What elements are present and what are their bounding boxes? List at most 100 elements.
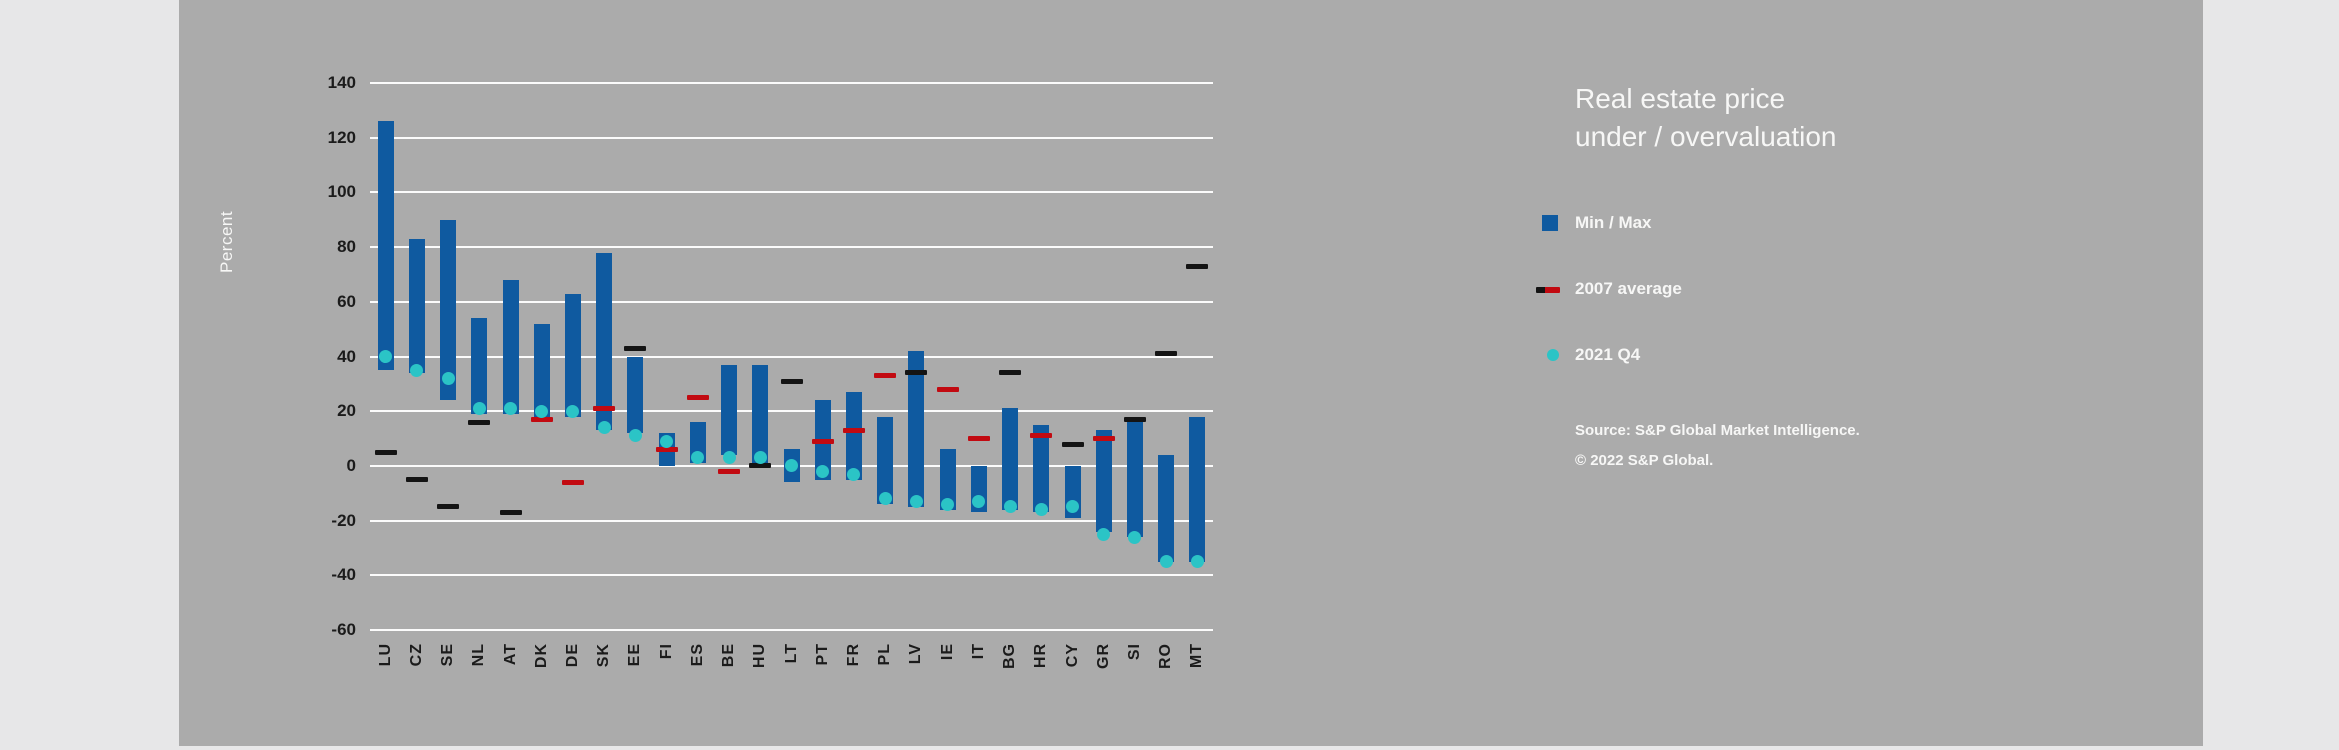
x-tick-label-DE: DE [563,643,581,668]
minmax-bar-EE [627,356,644,434]
avg-2007-dash-FR [842,427,865,433]
x-tick-label-FI: FI [657,643,675,660]
x-tick-label-SK: SK [595,643,613,668]
legend-label-minmax: Min / Max [1575,213,1652,232]
avg-2007-dash-IE [936,386,959,392]
y-tick-label: 140 [327,73,356,92]
y-tick-label: 40 [337,346,356,366]
minmax-bar-FR [845,392,862,480]
y-tick-label: 100 [327,182,356,202]
source-line2: © 2022 S&P Global. [1575,452,1714,469]
x-tick-label-RO: RO [1157,643,1175,669]
q4-2021-dot-LT [785,459,798,473]
minmax-bar-SI [1126,422,1143,537]
avg-2007-dash-PL [874,373,897,379]
q4-2021-dot-AT [504,401,517,415]
q4-2021-dot-PL [878,492,892,506]
x-tick-label-FR: FR [844,643,862,667]
q4-2021-dot-IT [972,494,986,508]
avg-2007-dash-BG [999,370,1022,376]
q4-2021-dot-HU [753,451,767,465]
minmax-bar-DK [533,323,550,420]
x-tick-label-PL: PL [876,643,894,666]
avg-2007-dash-RO [1155,351,1178,357]
minmax-bar-BE [721,364,738,455]
q4-2021-dot-CY [1066,500,1079,514]
avg-2007-dash-ES [686,395,709,401]
plot-area [370,82,1213,631]
x-tick-label-EE: EE [626,643,644,667]
avg-2007-dash-NL [468,419,491,425]
y-tick-label: 120 [327,127,356,147]
gridline [370,629,1213,631]
q4-2021-dot-EE [628,429,642,443]
minmax-bar-SE [440,219,457,401]
avg-2007-dash-HU [749,463,772,469]
x-tick-label-GR: GR [1094,643,1112,669]
x-tick-label-LU: LU [376,643,394,667]
avg-2007-dash-HR [1030,433,1053,439]
avg-2007-dash-BE [718,468,741,474]
minmax-bar-SK [596,252,613,431]
minmax-bar-NL [471,318,488,414]
gridline [370,574,1213,577]
avg-2007-dash-EE [624,345,647,351]
avg-2007-dash-SE [437,504,460,510]
minmax-bar-IE [939,449,956,510]
x-tick-label-ES: ES [688,643,706,667]
x-tick-label-AT: AT [501,643,519,666]
minmax-bar-MT [1189,416,1206,562]
q4-2021-dot-FI [660,434,674,448]
avg-2007-swatch-icon [1536,287,1560,293]
gridline [370,82,1213,84]
avg-2007-dash-MT [1186,263,1209,269]
y-tick-label: 0 [346,455,356,475]
minmax-bar-HU [752,364,769,464]
legend-label-2007-average: 2007 average [1575,279,1682,298]
minmax-bar-DE [564,293,581,417]
x-tick-label-BG: BG [1001,643,1019,669]
x-tick-label-IT: IT [969,643,987,660]
y-tick-label: -60 [331,620,356,639]
avg-2007-dash-CY [1061,441,1084,447]
legend-item-minmax: Min / Max [1536,211,1956,235]
chart-panel: Percent -60 -40 -20 0 20 40 60 80 100 120 140 LU CZ… [179,0,2203,746]
minmax-bar-RO [1158,454,1175,562]
gridline [370,136,1213,139]
q4-2021-dot-SK [597,421,611,435]
minmax-bar-BG [1002,408,1019,510]
avg-2007-dash-AT [499,509,522,515]
minmax-bar-GR [1095,430,1112,532]
minmax-bar-PL [877,416,894,505]
minmax-bar-HR [1033,424,1050,513]
q4-2021-dot-RO [1159,555,1173,569]
q4-2021-dot-NL [472,401,486,415]
x-tick-label-PT: PT [813,643,831,666]
q4-2021-dot-GR [1097,527,1111,541]
chart-title-line1: Real estate price [1575,83,1786,114]
x-tick-label-IE: IE [938,643,956,661]
y-tick-label: 20 [337,401,356,421]
avg-2007-dash-LT [780,378,803,384]
chart-title: Real estate price under / overvaluation [1575,80,1837,156]
minmax-bar-AT [502,279,519,414]
avg-2007-dash-LV [905,370,928,376]
y-tick-label: -40 [331,565,356,585]
gridline [370,300,1213,303]
minmax-bar-LU [377,121,394,371]
chart-title-line2: under / overvaluation [1575,121,1837,152]
x-tick-label-SE: SE [439,643,457,667]
q4-2021-dot-MT [1190,555,1204,569]
avg-2007-dash-DK [530,416,553,422]
x-tick-label-SI: SI [1125,643,1143,661]
x-tick-label-HU: HU [751,643,769,669]
x-tick-label-BE: BE [720,643,738,668]
gridline [370,246,1213,249]
q4-2021-dot-SI [1128,530,1142,544]
minmax-bar-LV [908,351,925,507]
minmax-bar-CZ [408,238,425,373]
source-note: Source: S&P Global Market Intelligence. … [1575,416,1860,476]
q4-2021-dot-BG [1003,500,1017,514]
legend-item-2021-q4: 2021 Q4 [1536,343,1956,367]
avg-2007-dash-SK [593,405,616,411]
